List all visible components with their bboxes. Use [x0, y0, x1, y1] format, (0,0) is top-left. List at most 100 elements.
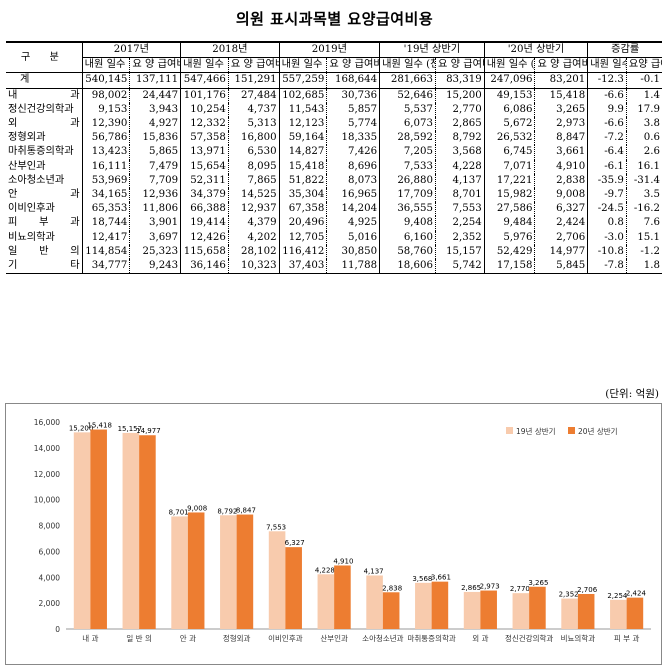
x-tick-label: 안 과: [180, 633, 196, 643]
table-cell: 53,969: [81, 173, 130, 189]
data-label: 4,137: [364, 567, 384, 575]
table-row: 피 부 과 18,744 3,901 19,414 4,379 20,496 4,925 9,…: [6, 216, 662, 231]
table-cell: 24,447: [129, 88, 181, 103]
table-row: 비뇨의학과 12,417 3,697 12,426 4,202 12,705 5,016 6,…: [6, 230, 662, 245]
table-cell: 2,424: [534, 216, 588, 231]
table-cell: 6,086: [483, 102, 535, 118]
table-cell: -3.0: [587, 230, 627, 245]
table-cell: 9,243: [129, 259, 181, 275]
data-label: 8,792: [217, 507, 237, 515]
bar: [73, 432, 91, 629]
table-cell: 5,742: [434, 259, 485, 275]
table-cell: 4,927: [129, 117, 181, 132]
unit-label: (단위: 억원): [605, 388, 659, 400]
table-cell: 8,792: [434, 131, 485, 146]
table-cell: 9,153: [81, 102, 130, 118]
x-tick-label: 외 과: [472, 633, 488, 643]
year-header: '19년 상반기: [379, 41, 485, 59]
data-label: 2,352: [559, 591, 579, 599]
table-cell: 5,976: [483, 230, 535, 245]
table-cell: 37,403: [278, 259, 327, 275]
x-tick-label: 내 과: [82, 634, 98, 643]
bar: [285, 547, 302, 629]
legend-label: 20년 상반기: [578, 426, 618, 436]
y-tick-label: 12,000: [34, 470, 60, 479]
table-cell: 8,701: [434, 188, 485, 203]
table-row: 산부인과 16,111 7,479 15,654 8,095 15,418 8,696 7,5…: [6, 159, 662, 174]
page-title: 의원 표시과목별 요양급여비용: [235, 10, 434, 28]
table-cell: 116,412: [278, 244, 327, 260]
bar: [268, 531, 286, 629]
header-label: 구 분: [6, 41, 83, 74]
table-cell: 14,827: [278, 145, 327, 160]
table-cell: 11,543: [278, 102, 327, 118]
table-cell: 101,176: [180, 88, 229, 103]
table-cell: -1.2: [625, 244, 662, 260]
bar: [610, 599, 627, 629]
data-label: 2,424: [626, 590, 647, 598]
row-label: 외 과: [8, 118, 80, 130]
row-label: 안 과: [8, 189, 80, 201]
data-label: 6,327: [285, 539, 305, 547]
y-tick-label: 16,000: [34, 418, 60, 427]
table-cell: 18,335: [326, 131, 380, 146]
table-cell: 15.1: [625, 230, 662, 245]
table-cell: 28,592: [379, 131, 436, 146]
table-row: 내 과 98,002 24,447 101,176 27,484 102,685 30,73…: [6, 88, 662, 103]
table-cell: 52,429: [483, 244, 535, 260]
table-cell: 6,160: [379, 230, 436, 245]
table-cell: 115,658: [180, 244, 229, 260]
table-cell: 34,777: [81, 259, 130, 275]
table-cell: 9,008: [534, 188, 588, 203]
bar: [366, 575, 383, 629]
table-row: 마취통증의학과 13,423 5,865 13,971 6,530 14,827 7,426…: [6, 145, 662, 160]
bar: [90, 429, 107, 629]
table-cell: 281,663: [379, 72, 436, 89]
table-cell: 34,379: [180, 188, 229, 203]
table-cell: 3,697: [129, 230, 181, 245]
table-cell: 12,417: [81, 230, 130, 245]
table-cell: 2,352: [434, 230, 485, 245]
data-label: 4,910: [333, 557, 353, 565]
data-label: 14,977: [136, 427, 161, 435]
table-cell: 18,606: [379, 259, 436, 275]
table-cell: 7,553: [434, 202, 485, 217]
bar: [626, 597, 644, 629]
table-cell: 30,850: [326, 244, 380, 260]
table-cell: 0.8: [587, 216, 627, 231]
year-header: 2018년: [180, 41, 280, 59]
table-cell: 7,426: [326, 145, 380, 160]
y-tick-label: 0: [55, 625, 60, 634]
table-cell: 36,555: [379, 202, 436, 217]
table-cell: 52,646: [379, 88, 436, 103]
x-tick-label: 일 반 의: [126, 633, 151, 643]
x-tick-label: 마취통증의학과: [407, 633, 455, 643]
table-cell: -24.5: [587, 202, 627, 217]
table-cell: 2,973: [534, 117, 588, 132]
data-label: 15,200: [69, 424, 94, 432]
table-cell: 19,414: [180, 216, 229, 231]
table-cell: 17,158: [483, 259, 535, 275]
row-label: 마취통증의학과: [8, 146, 74, 158]
table-cell: 7,709: [129, 173, 181, 189]
bar: [317, 574, 335, 629]
table-cell: 12,937: [227, 202, 280, 217]
table-cell: 20,496: [278, 216, 327, 231]
row-label: 내 과: [8, 89, 80, 101]
table-cell: 1.4: [625, 88, 662, 103]
row-label: 계: [6, 72, 83, 89]
table-cell: 2,706: [534, 230, 588, 245]
y-tick-label: 8,000: [39, 522, 61, 531]
bar: [171, 516, 188, 629]
table-cell: -9.7: [587, 188, 627, 203]
sub-cost: 요 양 급여비용 (억원): [227, 57, 280, 74]
table-cell: 3,265: [534, 102, 588, 118]
table-cell: 12,426: [180, 230, 229, 245]
table-cell: 49,153: [483, 88, 535, 103]
table-cell: 15,982: [483, 188, 535, 203]
x-tick-label: 정형외과: [223, 633, 251, 643]
table-cell: 10,254: [180, 102, 229, 118]
table-cell: 7,533: [379, 159, 436, 174]
legend-label: 19년 상반기: [516, 426, 556, 436]
table-cell: 151,291: [227, 72, 280, 89]
